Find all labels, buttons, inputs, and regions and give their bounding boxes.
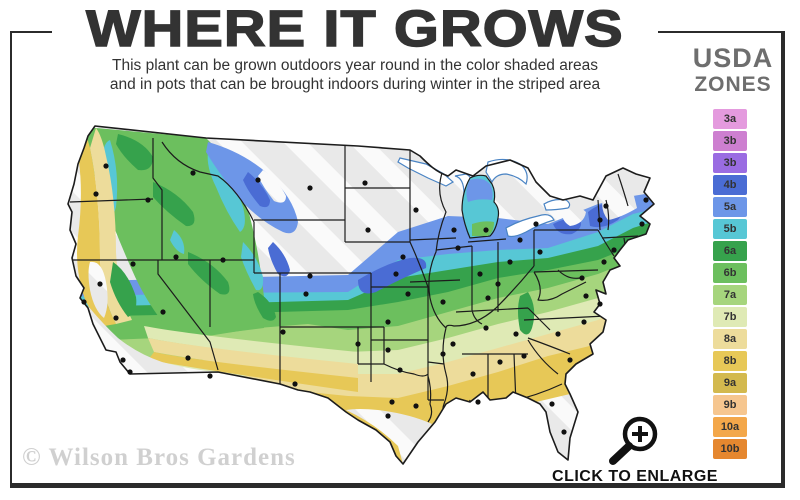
zone-chip: 9a — [713, 373, 747, 393]
us-hardiness-map[interactable] — [58, 112, 658, 470]
zone-chip: 3b — [713, 153, 747, 173]
zone-chip-label: 6a — [723, 245, 737, 257]
page-title: WHERE IT GROWS — [85, 0, 624, 57]
magnifier-plus-icon — [609, 416, 658, 465]
zone-chip-label: 6b — [723, 267, 737, 279]
zone-chip: 6b — [713, 263, 747, 283]
watermark: © Wilson Bros Gardens — [22, 444, 296, 471]
zone-chip-label: 3b — [723, 135, 737, 147]
header: WHERE IT GROWS This plant can be grown o… — [52, 0, 658, 94]
legend-title-usda: USDA — [692, 43, 774, 73]
zone-chip-label: 5a — [723, 201, 737, 213]
click-to-enlarge-label: CLICK TO ENLARGE — [552, 468, 718, 485]
legend-title-zones: ZONES — [694, 73, 772, 96]
zone-chip-label: 10a — [720, 421, 740, 433]
zone-chip-label: 3b — [723, 157, 737, 169]
zone-chip-label: 10b — [720, 443, 740, 455]
zone-chip: 3b — [713, 131, 747, 151]
city-dots — [81, 163, 649, 435]
zone-chip: 8b — [713, 351, 747, 371]
zone-chip-label: 8a — [723, 333, 737, 345]
michigan-peninsula — [461, 174, 500, 239]
zone-chip: 8a — [713, 329, 747, 349]
zone-chip-label: 7b — [723, 311, 737, 323]
zone-chip-label: 3a — [723, 113, 737, 125]
zone-chip-label: 8b — [723, 355, 737, 367]
us-outline — [67, 125, 655, 465]
usda-zone-legend: 3a 3b 3b 4b 5a 5b 6a 6b 7a 7b 8a 8b 9a 9… — [713, 109, 747, 461]
subtitle-line2: and in pots that can be brought indoors … — [109, 76, 601, 93]
zone-chip: 4b — [713, 175, 747, 195]
subtitle-line1: This plant can be grown outdoors year ro… — [112, 57, 598, 74]
legend-title: USDA ZONES — [690, 43, 776, 97]
click-to-enlarge-button[interactable]: CLICK TO ENLARGE — [545, 412, 725, 486]
zone-chip: 5a — [713, 197, 747, 217]
zone-chip-label: 7a — [723, 289, 737, 301]
zone-chip: 7a — [713, 285, 747, 305]
zone-chip: 3a — [713, 109, 747, 129]
zone-chip: 7b — [713, 307, 747, 327]
zone-chip: 5b — [713, 219, 747, 239]
zone-chip: 9b — [713, 395, 747, 415]
zone-chip-label: 5b — [723, 223, 737, 235]
zone-chip: 10a — [713, 417, 747, 437]
zone-chip: 6a — [713, 241, 747, 261]
zone-chip-label: 9a — [723, 377, 737, 389]
zone-chip-label: 9b — [723, 399, 737, 411]
zone-chip: 10b — [713, 439, 747, 459]
zone-chip-label: 4b — [723, 179, 737, 191]
